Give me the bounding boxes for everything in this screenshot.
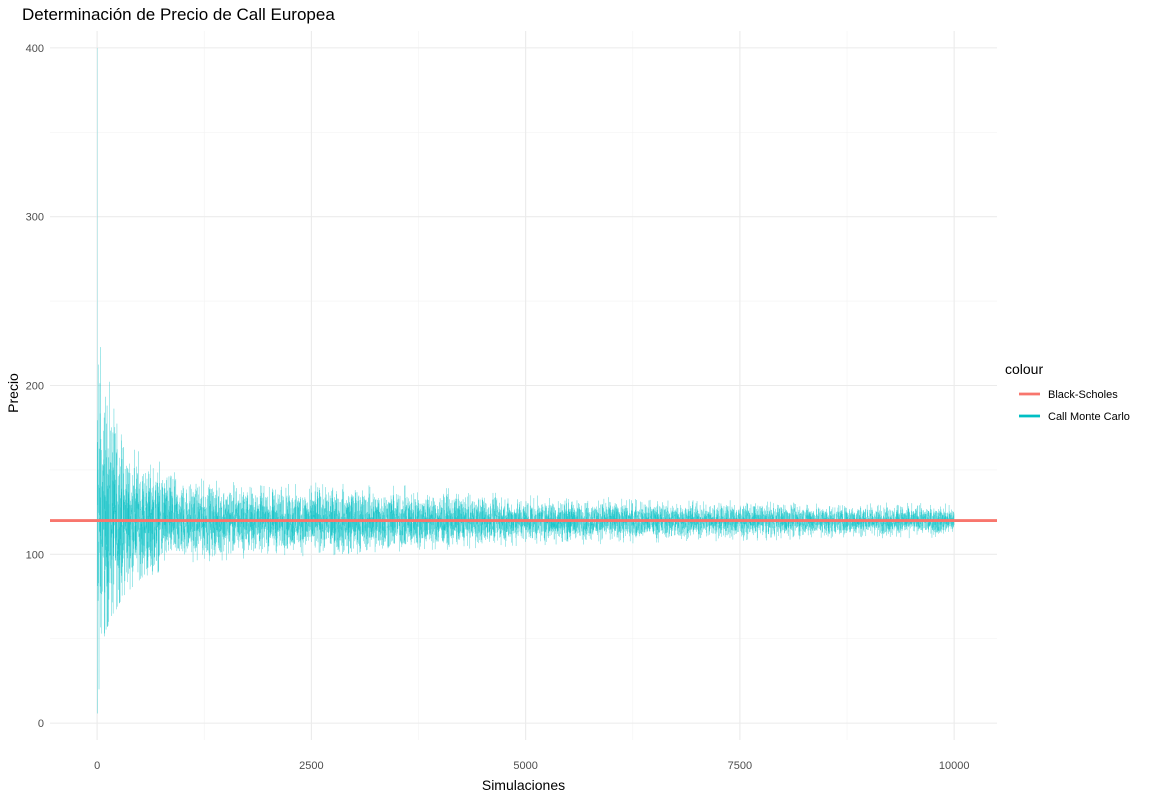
series-line-call-monte-carlo [96,47,955,714]
x-tick-label: 10000 [939,760,970,772]
chart-title: Determinación de Precio de Call Europea [22,5,335,24]
x-axis-tick-labels: 0 2500 5000 7500 10000 [94,760,969,772]
y-axis-tick-labels: 0 100 200 300 400 [26,43,44,730]
major-x-gridlines [96,31,955,740]
x-axis-title: Simulaciones [482,777,565,793]
x-tick-label: 0 [94,760,100,772]
x-tick-label: 2500 [299,760,323,772]
y-tick-label: 200 [26,381,44,393]
legend-label-black-scholes: Black-Scholes [1048,389,1118,401]
y-axis-title: Precio [5,373,21,413]
minor-y-gridlines [50,131,997,640]
y-tick-label: 300 [26,212,44,224]
major-y-gridlines [50,47,997,724]
legend: colour Black-Scholes Call Monte Carlo [1005,361,1130,423]
x-tick-label: 7500 [728,760,752,772]
legend-title: colour [1005,361,1043,377]
x-tick-label: 5000 [513,760,537,772]
legend-label-call-monte-carlo: Call Monte Carlo [1048,411,1130,423]
y-tick-label: 400 [26,43,44,55]
y-tick-label: 100 [26,549,44,561]
y-tick-label: 0 [38,718,44,730]
